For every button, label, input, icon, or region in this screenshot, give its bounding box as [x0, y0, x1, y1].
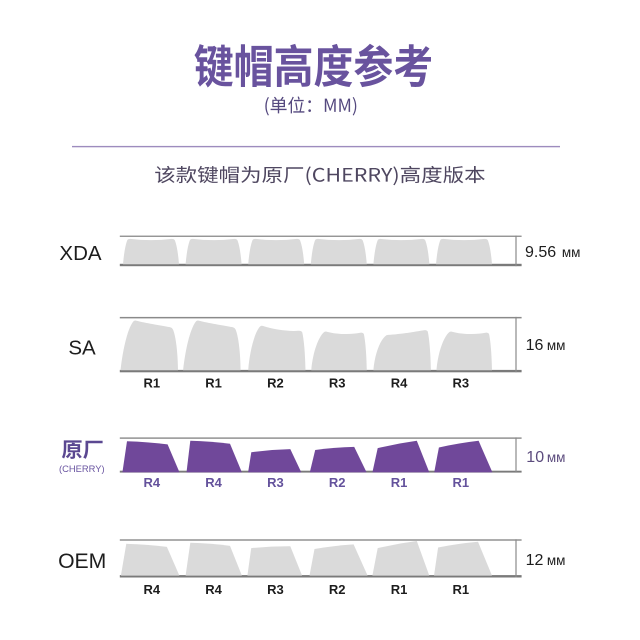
svg-text:R1: R1	[205, 376, 222, 391]
svg-text:R1: R1	[391, 582, 408, 597]
svg-text:R2: R2	[329, 475, 346, 490]
svg-text:R4: R4	[205, 475, 222, 490]
svg-text:R1: R1	[452, 475, 469, 490]
svg-text:R3: R3	[267, 582, 284, 597]
svg-text:R3: R3	[329, 376, 346, 391]
svg-text:OEM: OEM	[58, 550, 106, 573]
svg-text:SA: SA	[68, 337, 96, 360]
svg-text:мм: мм	[547, 553, 566, 568]
svg-text:R4: R4	[205, 582, 222, 597]
svg-text:12: 12	[526, 552, 544, 569]
svg-text:R4: R4	[143, 475, 160, 490]
svg-text:R1: R1	[452, 582, 469, 597]
svg-text:9.56: 9.56	[525, 244, 556, 261]
svg-text:R3: R3	[267, 475, 284, 490]
svg-text:R1: R1	[391, 475, 408, 490]
svg-text:мм: мм	[562, 245, 581, 260]
svg-text:R4: R4	[391, 376, 408, 391]
svg-text:16: 16	[526, 337, 544, 354]
svg-text:10: 10	[526, 449, 544, 466]
svg-text:R2: R2	[267, 376, 284, 391]
svg-text:R1: R1	[143, 376, 160, 391]
svg-text:мм: мм	[547, 338, 566, 353]
svg-text:(CHERRY): (CHERRY)	[59, 463, 105, 474]
svg-text:R3: R3	[452, 376, 469, 391]
svg-text:R4: R4	[143, 582, 160, 597]
svg-text:R2: R2	[329, 582, 346, 597]
svg-text:мм: мм	[547, 450, 566, 465]
svg-text:XDA: XDA	[59, 242, 101, 265]
